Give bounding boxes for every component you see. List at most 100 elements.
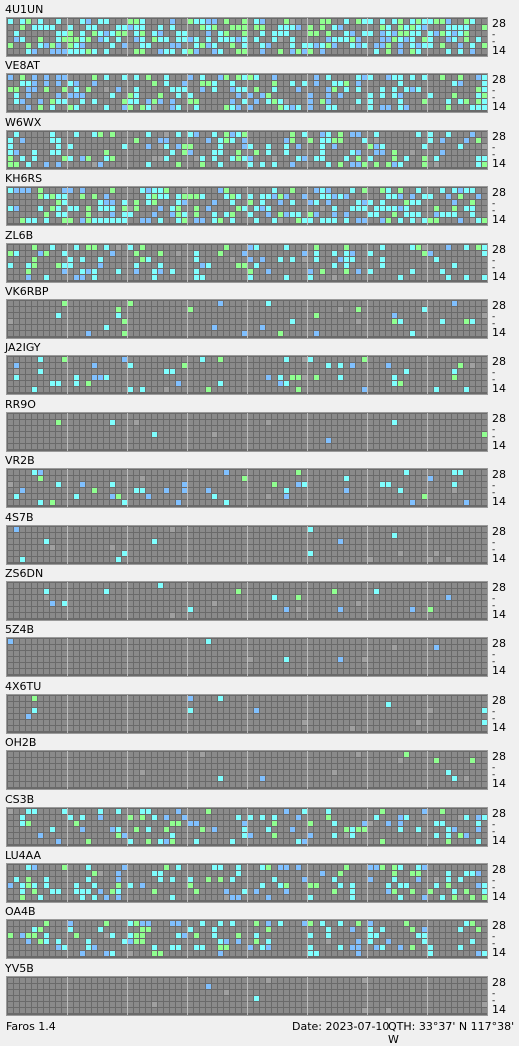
grid-cell [482, 375, 487, 380]
station-callsign: 4S7B [5, 512, 34, 524]
grid-cell [350, 138, 355, 143]
grid-cell [446, 93, 451, 98]
grid-cell [464, 81, 469, 86]
grid-cell [446, 301, 451, 306]
grid-cell [248, 200, 253, 205]
grid-cell [38, 482, 43, 487]
grid-cell [374, 188, 379, 193]
grid-cell [146, 218, 151, 223]
grid-cell [440, 150, 445, 155]
grid-cell [176, 156, 181, 161]
grid-cell [434, 275, 439, 280]
grid-cell [224, 369, 229, 374]
grid-cell [20, 539, 25, 544]
grid-cell [86, 331, 91, 336]
grid-cell [116, 37, 121, 42]
grid-cell [8, 251, 13, 256]
grid-cell [170, 551, 175, 556]
grid-cell [470, 25, 475, 30]
grid-cell [308, 438, 313, 443]
grid-cell [320, 494, 325, 499]
grid-cell [188, 387, 193, 392]
grid-cell [380, 331, 385, 336]
grid-cell [164, 138, 169, 143]
grid-cell [200, 307, 205, 312]
grid-cell [32, 275, 37, 280]
grid-cell [272, 275, 277, 280]
grid-cell [320, 206, 325, 211]
grid-cell [446, 482, 451, 487]
grid-cell [20, 138, 25, 143]
grid-cell [116, 551, 121, 556]
grid-cell [428, 263, 433, 268]
grid-cell [116, 325, 121, 330]
grid-cell [128, 331, 133, 336]
grid-cell [206, 144, 211, 149]
grid-cell [380, 188, 385, 193]
grid-cell [440, 369, 445, 374]
grid-cell [338, 363, 343, 368]
grid-cell [110, 545, 115, 550]
grid-cell [80, 269, 85, 274]
grid-cell [404, 557, 409, 562]
grid-cell [188, 444, 193, 449]
grid-cell [278, 49, 283, 54]
grid-cell [272, 527, 277, 532]
grid-cell [236, 25, 241, 30]
grid-cell [74, 426, 79, 431]
grid-cell [374, 150, 379, 155]
grid-cell [278, 144, 283, 149]
grid-cell [326, 319, 331, 324]
grid-cell [248, 188, 253, 193]
grid-cell [230, 132, 235, 137]
grid-cell [452, 81, 457, 86]
grid-cell [482, 99, 487, 104]
grid-cell [110, 319, 115, 324]
grid-cell [392, 482, 397, 487]
grid-cell [230, 263, 235, 268]
grid-cell [338, 414, 343, 419]
grid-cell [20, 426, 25, 431]
grid-cell [434, 331, 439, 336]
grid-cell [140, 307, 145, 312]
grid-cell [110, 387, 115, 392]
grid-cell [158, 420, 163, 425]
grid-cell [140, 357, 145, 362]
grid-cell [470, 325, 475, 330]
grid-cell [164, 43, 169, 48]
grid-cell [380, 557, 385, 562]
grid-cell [26, 438, 31, 443]
grid-cell [404, 156, 409, 161]
hour-divider [247, 244, 248, 282]
grid-cell [68, 444, 73, 449]
grid-cell [104, 500, 109, 505]
grid-cell [170, 19, 175, 24]
grid-cell [206, 269, 211, 274]
hour-divider [427, 413, 428, 451]
grid-cell [26, 426, 31, 431]
grid-cell [140, 200, 145, 205]
hour-divider [247, 300, 248, 338]
grid-cell [158, 301, 163, 306]
grid-cell [116, 188, 121, 193]
grid-cell [464, 387, 469, 392]
scale-label-28: 28 [492, 17, 506, 30]
grid-cell [338, 156, 343, 161]
grid-cell [98, 93, 103, 98]
hour-divider [367, 131, 368, 169]
scale-label-28: 28 [492, 355, 506, 368]
grid-cell [110, 426, 115, 431]
grid-cell [224, 438, 229, 443]
grid-cell [116, 307, 121, 312]
grid-cell [368, 43, 373, 48]
grid-cell [290, 313, 295, 318]
grid-cell [398, 275, 403, 280]
grid-cell [14, 87, 19, 92]
grid-cell [140, 527, 145, 532]
grid-cell [56, 438, 61, 443]
grid-cell [170, 494, 175, 499]
grid-cell [170, 218, 175, 223]
grid-cell [380, 325, 385, 330]
grid-cell [410, 162, 415, 167]
grid-cell [128, 257, 133, 262]
